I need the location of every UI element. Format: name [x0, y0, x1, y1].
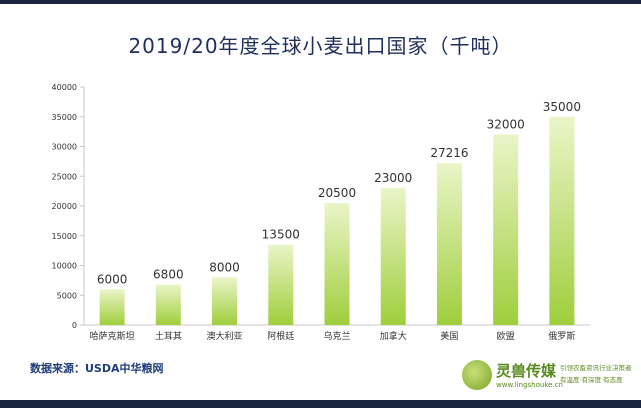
brand-name: 灵兽传媒 [496, 362, 557, 380]
bar [493, 134, 519, 325]
y-tick-label: 10000 [52, 262, 77, 271]
brand-logo: 灵兽传媒 www.lingshouke.cn 引领农畜资讯行业决策者 有温度·有… [462, 360, 632, 396]
bar-value-label: 6800 [153, 268, 184, 282]
bar-value-label: 8000 [209, 260, 240, 274]
y-tick-label: 15000 [52, 232, 77, 241]
y-tick-label: 5000 [57, 291, 77, 300]
bar-value-label: 32000 [487, 118, 525, 132]
x-tick-label: 澳大利亚 [207, 330, 243, 342]
y-tick-label: 0 [72, 321, 77, 330]
y-tick-label: 25000 [52, 172, 77, 181]
bar-value-label: 13500 [262, 228, 300, 242]
data-source-note: 数据来源：USDA中华粮网 [30, 362, 164, 375]
bar-value-label: 23000 [374, 171, 412, 185]
brand-slogan: 引领农畜资讯行业决策者 [560, 364, 632, 372]
x-tick-label: 欧盟 [497, 330, 515, 342]
x-tick-label: 哈萨克斯坦 [90, 330, 135, 342]
top-border-bar [0, 0, 641, 4]
x-tick-label: 俄罗斯 [548, 330, 575, 342]
bottom-border-bar [0, 400, 641, 408]
bar [155, 284, 181, 325]
x-tick-label: 乌克兰 [323, 330, 350, 342]
bar-value-label: 35000 [543, 100, 581, 114]
x-tick-label: 土耳其 [155, 330, 182, 342]
bar-value-label: 20500 [318, 186, 356, 200]
bar [324, 203, 350, 325]
brand-url: www.lingshouke.cn [496, 381, 563, 389]
y-tick-label: 35000 [52, 113, 77, 122]
bar [380, 188, 406, 325]
bar [436, 163, 462, 325]
x-tick-label: 美国 [440, 330, 458, 342]
bar [268, 244, 294, 325]
brand-tagline: 有温度·有深度·有态度 [560, 376, 623, 384]
bar [99, 289, 125, 325]
bar [212, 277, 238, 325]
x-tick-label: 加拿大 [380, 330, 407, 342]
x-tick-label: 阿根廷 [267, 330, 294, 342]
deer-logo-icon [462, 360, 492, 390]
y-tick-label: 20000 [52, 202, 77, 211]
bar-value-label: 6000 [97, 272, 128, 286]
y-tick-label: 30000 [52, 143, 77, 152]
y-tick-label: 40000 [52, 83, 77, 92]
chart-title: 2019/20年度全球小麦出口国家（千吨） [128, 34, 513, 58]
bar-value-label: 27216 [430, 146, 468, 160]
bar [549, 116, 575, 325]
